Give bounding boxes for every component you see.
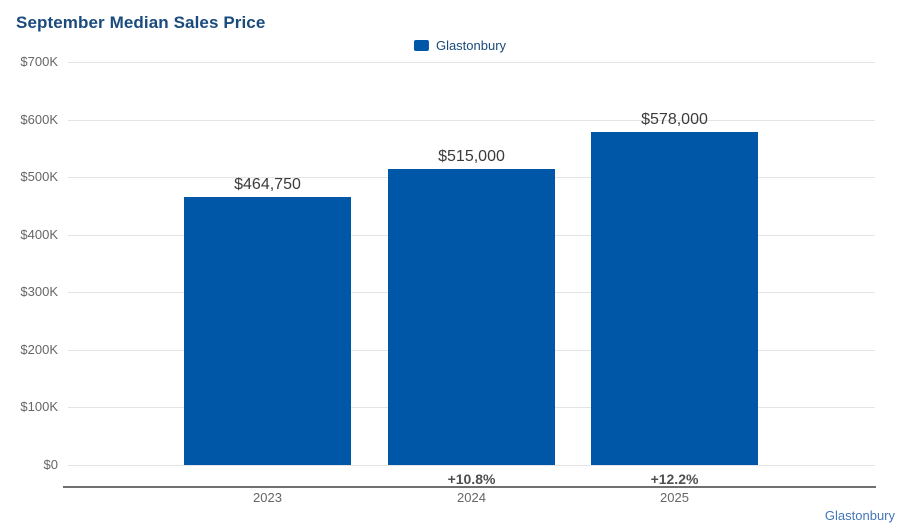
- x-axis-label-2024: 2024: [457, 490, 486, 505]
- y-axis-tick-label: $600K: [20, 112, 58, 127]
- legend-item-glastonbury[interactable]: Glastonbury: [413, 38, 507, 53]
- bar-value-label: $464,750: [234, 176, 301, 193]
- pct-change-label: +12.2%: [650, 471, 699, 487]
- y-axis-tick-label: $100K: [20, 399, 58, 414]
- footer-town-label: Glastonbury: [824, 508, 895, 523]
- y-axis-tick-label: $300K: [20, 284, 58, 299]
- x-axis-label-2025: 2025: [660, 490, 689, 505]
- y-axis-tick-label: $700K: [20, 54, 58, 69]
- bar-2024[interactable]: [388, 169, 555, 465]
- x-axis-line: [63, 486, 876, 488]
- page-title: September Median Sales Price: [16, 13, 266, 32]
- y-axis-tick-label: $400K: [20, 227, 58, 242]
- gridline: [68, 62, 875, 63]
- bar-value-label: $578,000: [641, 111, 708, 128]
- gridline: [68, 465, 875, 466]
- legend-swatch: [413, 40, 429, 51]
- x-axis-label-2023: 2023: [253, 490, 282, 505]
- gridline: [68, 120, 875, 121]
- bar-value-label: $515,000: [438, 148, 505, 165]
- legend-label: Glastonbury: [435, 38, 507, 53]
- y-axis-tick-label: $0: [43, 457, 58, 472]
- pct-change-label: +10.8%: [447, 471, 496, 487]
- bar-2025[interactable]: [591, 132, 758, 465]
- y-axis-tick-label: $200K: [20, 342, 58, 357]
- bar-2023[interactable]: [184, 197, 351, 465]
- y-axis-tick-label: $500K: [20, 169, 58, 184]
